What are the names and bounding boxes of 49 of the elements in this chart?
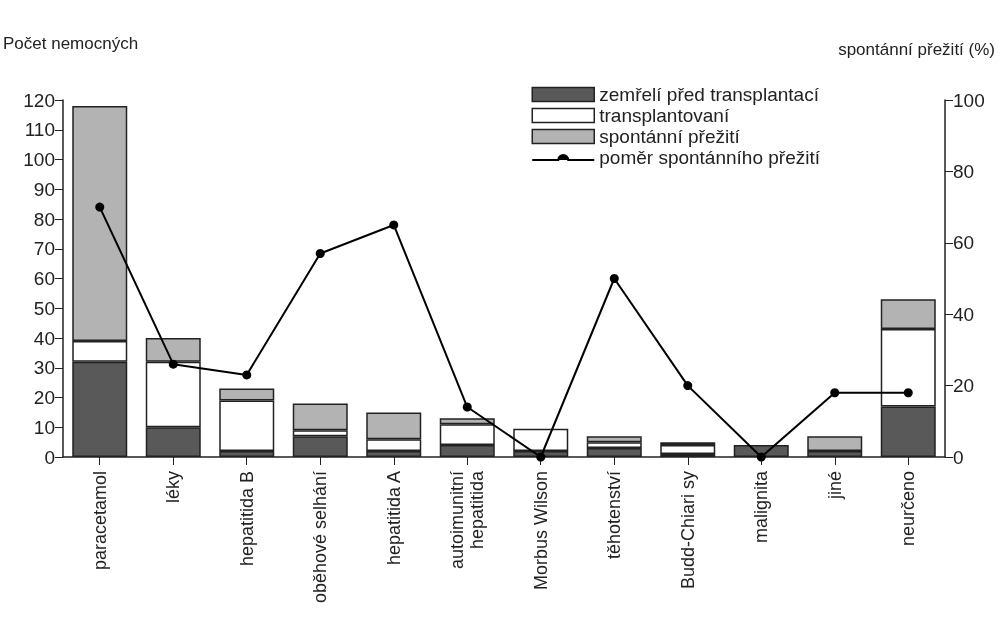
x-tick-label: paracetamol bbox=[89, 471, 110, 571]
y-tick-label: 0 bbox=[44, 446, 55, 468]
y-tick-label: 20 bbox=[33, 387, 55, 408]
y2-tick-label: 80 bbox=[953, 160, 975, 182]
point bbox=[95, 202, 105, 212]
y-tick-label: 70 bbox=[33, 238, 55, 260]
y-tick-label: 50 bbox=[33, 297, 55, 319]
y-axis-title: Počet nemocných bbox=[3, 34, 139, 53]
legend-label: transplantovaní bbox=[599, 105, 730, 126]
x-tick-label: malignita bbox=[751, 470, 772, 544]
y2-tick-label: 60 bbox=[953, 232, 975, 254]
y-tick-label: 60 bbox=[33, 268, 55, 289]
y2-axis-title: spontánní přežití (%) bbox=[838, 39, 995, 59]
point bbox=[536, 452, 546, 462]
legend-label: zemřelí před transplantací bbox=[599, 84, 820, 105]
x-tick-label: Budd-Chiari sy bbox=[677, 471, 698, 590]
x-tick-label: hepatitida A bbox=[383, 471, 404, 566]
x-tick-label: jiné bbox=[824, 471, 845, 501]
point bbox=[756, 452, 766, 462]
y2-tick-label: 20 bbox=[953, 375, 975, 397]
y2-tick-label: 40 bbox=[953, 303, 975, 325]
y-tick-label: 10 bbox=[33, 416, 55, 438]
point bbox=[830, 388, 840, 398]
x-tick-label: těhotenství bbox=[604, 471, 625, 560]
legend-label: spontánní přežití bbox=[599, 126, 741, 147]
x-tick-label: Morbus Wilson bbox=[530, 471, 551, 591]
y-tick-label: 80 bbox=[33, 208, 55, 230]
y-tick-label: 110 bbox=[24, 119, 55, 141]
x-tick-label: hepatitida B bbox=[236, 471, 257, 567]
point bbox=[315, 249, 325, 259]
point bbox=[683, 381, 693, 391]
legend-label: poměr spontánního přežití bbox=[599, 147, 821, 168]
y-tick-label: 120 bbox=[23, 89, 55, 111]
y2-tick-label: 0 bbox=[953, 446, 964, 468]
point bbox=[462, 402, 472, 412]
y-tick-label: 40 bbox=[33, 327, 55, 349]
point bbox=[389, 220, 399, 230]
y-tick-label: 30 bbox=[33, 357, 55, 379]
point bbox=[903, 388, 913, 398]
x-tick-label: neurčeno bbox=[898, 471, 919, 547]
y2-tick-label: 100 bbox=[953, 89, 985, 111]
y-tick-label: 90 bbox=[33, 178, 55, 200]
x-tick-label: oběhové selhání bbox=[310, 471, 331, 604]
bar bbox=[660, 445, 716, 455]
point bbox=[242, 370, 252, 380]
point bbox=[168, 359, 178, 369]
x-tick-label: léky bbox=[163, 471, 184, 504]
y-tick-label: 100 bbox=[23, 149, 55, 170]
point bbox=[609, 274, 619, 283]
